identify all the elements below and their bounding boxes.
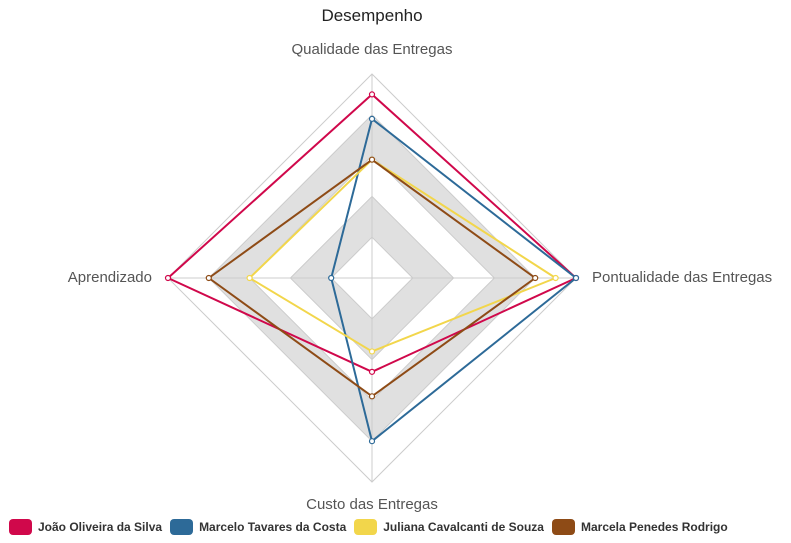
legend-swatch-joao bbox=[9, 519, 32, 535]
radar-spokes bbox=[168, 74, 576, 482]
radar-series-3 bbox=[205, 156, 539, 400]
radar-point-3-3[interactable] bbox=[205, 274, 212, 282]
radar-point-3-0[interactable] bbox=[368, 156, 376, 163]
radar-point-1-1[interactable] bbox=[572, 274, 580, 282]
legend-label-joao: João Oliveira da Silva bbox=[38, 520, 163, 534]
axis-label-custo: Custo das Entregas bbox=[306, 496, 438, 513]
legend-label-marcela: Marcela Penedes Rodrigo bbox=[580, 520, 728, 534]
radar-point-3-1[interactable] bbox=[532, 274, 539, 282]
radar-series-group bbox=[164, 91, 580, 445]
radar-point-0-3[interactable] bbox=[164, 274, 172, 282]
radar-point-0-2[interactable] bbox=[368, 368, 376, 375]
radar-point-2-2[interactable] bbox=[368, 348, 376, 355]
legend-item-juliana[interactable]: Juliana Cavalcanti de Souza bbox=[354, 519, 544, 535]
radar-point-1-3[interactable] bbox=[328, 274, 335, 282]
radar-point-2-1[interactable] bbox=[552, 274, 559, 282]
legend-item-joao[interactable]: João Oliveira da Silva bbox=[9, 519, 162, 535]
axis-label-aprendizado: Aprendizado bbox=[68, 269, 152, 286]
legend-item-marcela[interactable]: Marcela Penedes Rodrigo bbox=[551, 519, 728, 535]
radar-point-1-2[interactable] bbox=[368, 438, 376, 445]
chart-title: Desempenho bbox=[321, 6, 422, 25]
radar-point-3-2[interactable] bbox=[368, 393, 376, 400]
legend-swatch-marcela bbox=[551, 519, 575, 535]
legend: João Oliveira da Silva Marcelo Tavares d… bbox=[9, 519, 736, 535]
legend-label-marcelo: Marcelo Tavares da Costa bbox=[199, 520, 347, 534]
legend-item-marcelo[interactable]: Marcelo Tavares da Costa bbox=[170, 519, 346, 535]
axis-label-qualidade: Qualidade das Entregas bbox=[292, 41, 453, 58]
legend-swatch-juliana bbox=[354, 519, 378, 535]
axis-label-pontualidade: Pontualidade das Entregas bbox=[592, 269, 772, 286]
radar-point-1-0[interactable] bbox=[368, 115, 376, 122]
legend-label-juliana: Juliana Cavalcanti de Souza bbox=[383, 520, 544, 534]
radar-point-2-3[interactable] bbox=[246, 274, 253, 282]
radar-point-0-0[interactable] bbox=[368, 91, 376, 98]
legend-swatch-marcelo bbox=[170, 519, 194, 535]
radar-series-1 bbox=[328, 115, 580, 445]
